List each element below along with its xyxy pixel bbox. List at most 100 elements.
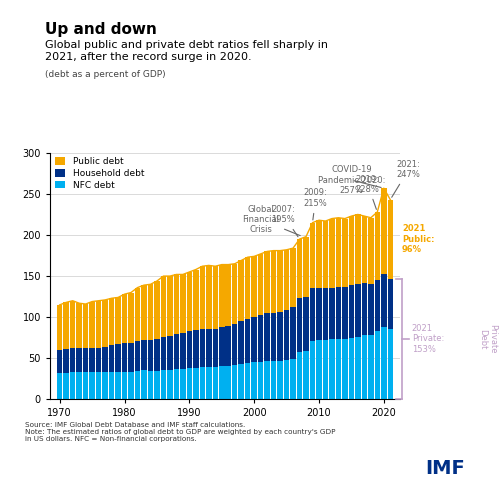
Bar <box>83 349 88 372</box>
Bar <box>64 302 69 349</box>
Bar <box>329 339 334 399</box>
Bar <box>264 313 270 361</box>
Bar <box>193 368 198 399</box>
Bar <box>96 301 102 348</box>
Bar <box>388 329 393 399</box>
Bar <box>148 340 153 371</box>
Bar <box>304 351 309 399</box>
Bar <box>355 284 360 337</box>
Bar <box>258 361 264 399</box>
Bar <box>271 361 276 399</box>
Bar <box>297 239 302 298</box>
Bar <box>200 266 205 329</box>
Bar <box>329 287 334 339</box>
Bar <box>57 373 62 399</box>
Bar <box>102 347 108 372</box>
Bar <box>226 366 231 399</box>
Bar <box>290 248 296 307</box>
Bar <box>90 349 95 372</box>
Bar <box>134 341 140 371</box>
Bar <box>83 304 88 349</box>
Text: 2021
Private:
153%: 2021 Private: 153% <box>412 324 444 354</box>
Bar <box>212 367 218 399</box>
Text: (debt as a percent of GDP): (debt as a percent of GDP) <box>45 70 166 79</box>
Bar <box>57 305 62 350</box>
Bar <box>322 288 328 340</box>
Bar <box>180 369 186 399</box>
Text: COVID-19
Pandemic 2020:
257%: COVID-19 Pandemic 2020: 257% <box>318 165 385 195</box>
Bar <box>310 341 316 399</box>
Bar <box>122 344 128 372</box>
Bar <box>342 287 347 339</box>
Bar <box>348 338 354 399</box>
Bar <box>226 326 231 366</box>
Bar <box>200 367 205 399</box>
Bar <box>232 324 237 365</box>
Bar <box>128 344 134 372</box>
Bar <box>70 301 75 348</box>
Text: 2021
Public:
96%: 2021 Public: 96% <box>402 224 434 254</box>
Bar <box>116 344 121 372</box>
Bar <box>226 265 231 326</box>
Bar <box>90 302 95 349</box>
Bar <box>174 334 179 369</box>
Bar <box>174 275 179 334</box>
Bar <box>310 223 316 288</box>
Bar <box>116 297 121 344</box>
Bar <box>336 218 341 287</box>
Bar <box>122 294 128 344</box>
Bar <box>219 265 224 327</box>
Bar <box>284 310 290 360</box>
Bar <box>148 284 153 340</box>
Bar <box>290 307 296 359</box>
Bar <box>252 256 257 317</box>
Text: 2021:
247%: 2021: 247% <box>392 160 420 197</box>
Bar <box>238 260 244 321</box>
Bar <box>141 370 146 399</box>
Bar <box>180 333 186 369</box>
Bar <box>355 214 360 284</box>
Text: Global public and private debt ratios fell sharply in
2021, after the record sur: Global public and private debt ratios fe… <box>45 40 328 62</box>
Bar <box>83 372 88 399</box>
Bar <box>297 298 302 352</box>
Bar <box>278 361 283 399</box>
Bar <box>278 250 283 312</box>
Bar <box>186 368 192 399</box>
Bar <box>342 339 347 399</box>
Bar <box>174 369 179 399</box>
Bar <box>206 329 212 367</box>
Bar <box>284 250 290 310</box>
Bar <box>134 371 140 399</box>
Bar <box>348 285 354 338</box>
Bar <box>388 279 393 329</box>
Bar <box>284 360 290 399</box>
Bar <box>238 364 244 399</box>
Text: 2019:
228%: 2019: 228% <box>356 175 380 210</box>
Bar <box>304 237 309 297</box>
Bar <box>271 250 276 313</box>
Bar <box>362 216 367 283</box>
Bar <box>160 276 166 337</box>
Bar <box>116 372 121 399</box>
Bar <box>368 284 374 335</box>
Bar <box>109 345 114 372</box>
Bar <box>252 317 257 362</box>
Bar <box>258 315 264 361</box>
Bar <box>70 348 75 372</box>
Bar <box>64 349 69 373</box>
Bar <box>154 281 160 339</box>
Bar <box>128 372 134 399</box>
Bar <box>368 218 374 284</box>
Bar <box>76 348 82 372</box>
Bar <box>141 340 146 370</box>
Bar <box>316 220 322 287</box>
Bar <box>200 329 205 367</box>
Text: IMF: IMF <box>425 459 465 478</box>
Bar <box>388 200 393 279</box>
Text: Private
Debt: Private Debt <box>478 324 497 353</box>
Text: Source: IMF Global Debt Database and IMF staff calculations.
Note: The estimated: Source: IMF Global Debt Database and IMF… <box>25 422 336 442</box>
Bar <box>316 287 322 340</box>
Bar <box>206 367 212 399</box>
Bar <box>381 275 386 327</box>
Bar <box>96 372 102 399</box>
